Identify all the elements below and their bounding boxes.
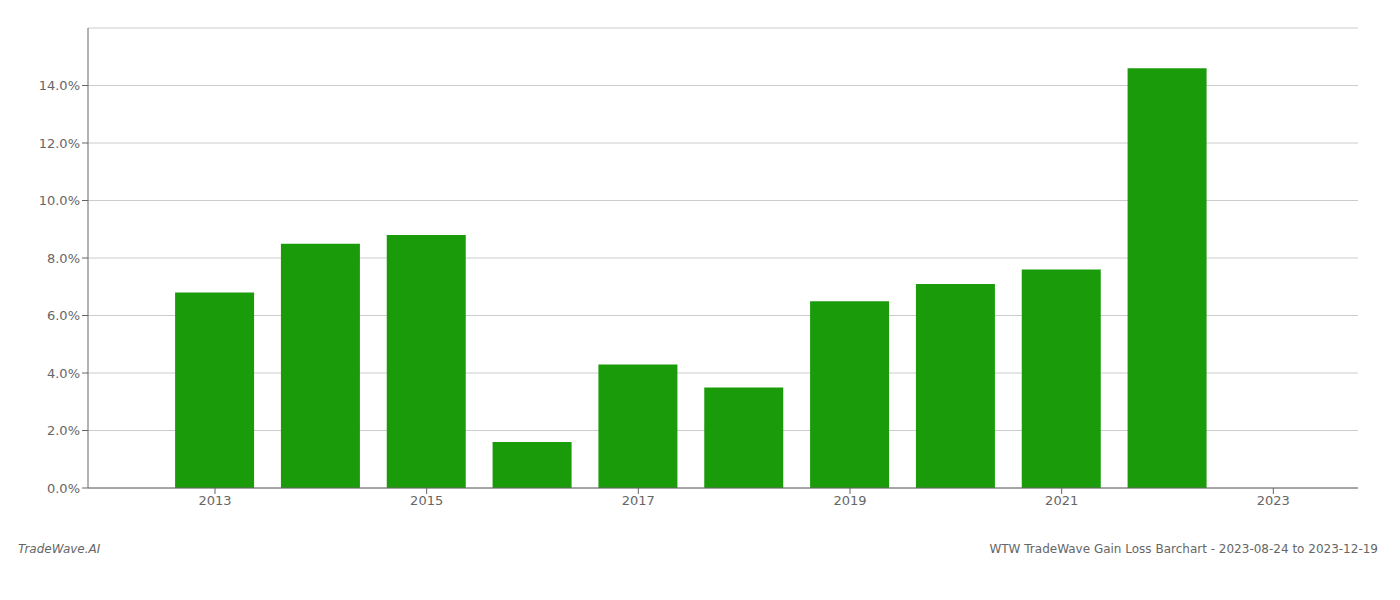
svg-text:2019: 2019 <box>833 493 866 508</box>
svg-text:2017: 2017 <box>622 493 655 508</box>
svg-text:6.0%: 6.0% <box>47 308 80 323</box>
html-text:WTW TradeWave Gain Loss Barcha: WTW TradeWave Gain Loss Barchart - 2023-… <box>989 542 1378 556</box>
svg-text:14.0%: 14.0% <box>39 78 80 93</box>
svg-text:2013: 2013 <box>198 493 231 508</box>
svg-text:10.0%: 10.0% <box>39 193 80 208</box>
svg-text:2021: 2021 <box>1045 493 1078 508</box>
html-text:TradeWave.AI: TradeWave.AI <box>18 542 101 556</box>
svg-text:2023: 2023 <box>1257 493 1290 508</box>
svg-text:12.0%: 12.0% <box>39 136 80 151</box>
svg-text:2.0%: 2.0% <box>47 423 80 438</box>
svg-text:4.0%: 4.0% <box>47 366 80 381</box>
svg-text:0.0%: 0.0% <box>47 481 80 496</box>
svg-text:2015: 2015 <box>410 493 443 508</box>
svg-text:8.0%: 8.0% <box>47 251 80 266</box>
